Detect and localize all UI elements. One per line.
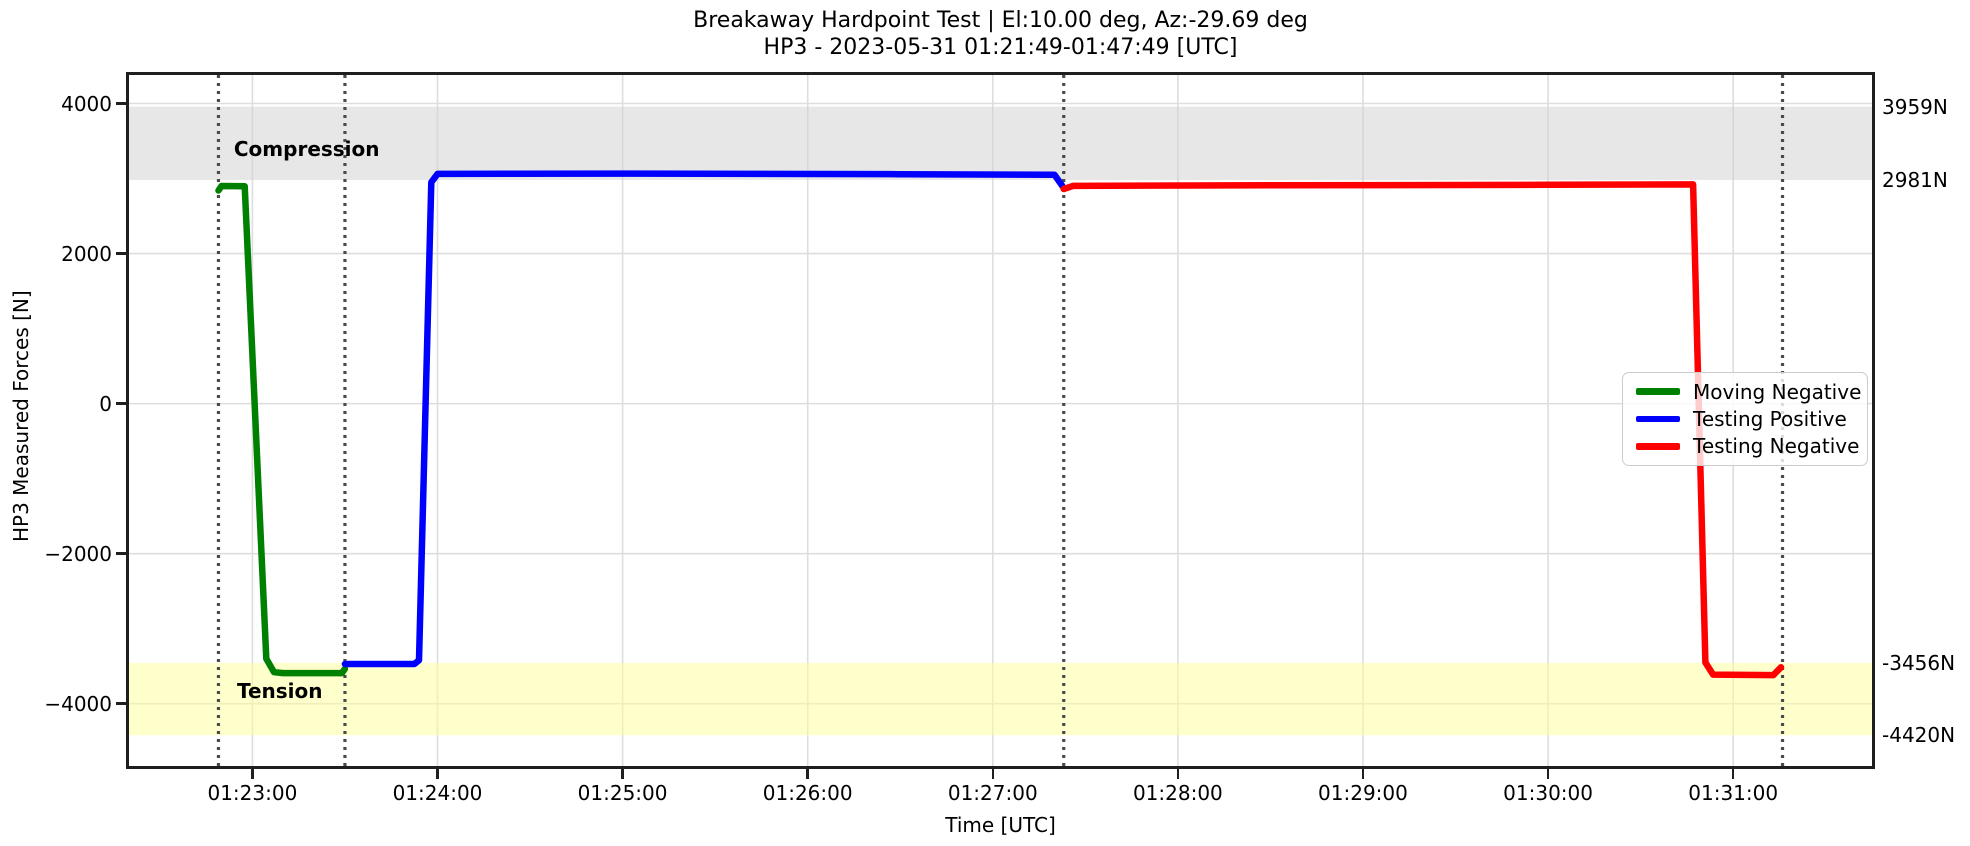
x-tick-mark: [251, 769, 254, 779]
x-tick-mark: [806, 769, 809, 779]
x-tick-label: 01:23:00: [207, 781, 298, 805]
y-tick-mark: [116, 402, 126, 405]
legend-item: Testing Negative: [1636, 433, 1867, 460]
tension-band: [129, 662, 1872, 736]
legend-swatch: [1636, 388, 1680, 395]
legend-swatch: [1636, 415, 1680, 423]
x-tick-label: 01:25:00: [577, 781, 668, 805]
compression-band: [129, 106, 1872, 180]
x-tick-mark: [1546, 769, 1550, 779]
x-tick-label: 01:30:00: [1503, 781, 1593, 805]
y-tick-label: 0: [99, 391, 112, 416]
x-tick-mark: [991, 769, 995, 779]
x-tick-label: 01:27:00: [947, 781, 1038, 805]
legend-item-label: Testing Negative: [1693, 434, 1860, 459]
y-tick-mark: [116, 702, 126, 705]
series-line-testing-positive: [341, 170, 1066, 668]
legend-item: Testing Positive: [1636, 405, 1867, 432]
x-tick-label: 01:28:00: [1132, 781, 1223, 805]
threshold-annotation: -3456N: [1882, 650, 1956, 675]
y-tick-mark: [116, 102, 126, 105]
y-tick-label: 4000: [61, 91, 112, 116]
y-tick-label: 2000: [61, 241, 112, 266]
threshold-annotation: -4420N: [1882, 723, 1956, 748]
chart-title-line2: HP3 - 2023-05-31 01:21:49-01:47:49 [UTC]: [763, 35, 1238, 60]
legend-item-label: Moving Negative: [1693, 379, 1862, 404]
plot-area: [126, 72, 1875, 769]
x-tick-mark: [436, 769, 439, 779]
threshold-annotation: 3959N: [1882, 94, 1948, 119]
chart-title-line1: Breakaway Hardpoint Test | El:10.00 deg,…: [693, 8, 1308, 33]
x-tick-mark: [621, 769, 624, 779]
region-label-compression: Compression: [233, 137, 380, 162]
legend: Moving Negative Testing Positive Testing N…: [1622, 372, 1868, 466]
y-tick-mark: [116, 552, 126, 555]
x-tick-label: 01:29:00: [1318, 781, 1408, 805]
threshold-annotation: 2981N: [1882, 167, 1948, 192]
legend-item-label: Testing Positive: [1693, 406, 1847, 431]
x-tick-mark: [1731, 769, 1735, 779]
y-axis-label: HP3 Measured Forces [N]: [9, 290, 33, 542]
y-tick-label: −2000: [44, 541, 112, 566]
region-label-tension: Tension: [236, 678, 323, 703]
plot-canvas: [129, 75, 1872, 766]
x-tick-mark: [1361, 769, 1365, 779]
legend-swatch: [1636, 443, 1680, 450]
x-axis-label: Time [UTC]: [945, 813, 1056, 837]
y-tick-label: −4000: [44, 691, 112, 716]
x-tick-label: 01:24:00: [392, 781, 483, 805]
y-tick-mark: [116, 252, 126, 255]
x-tick-label: 01:31:00: [1688, 781, 1779, 805]
x-tick-label: 01:26:00: [762, 781, 853, 805]
series-line-testing-negative: [1060, 181, 1785, 679]
legend-item: Moving Negative: [1636, 378, 1867, 405]
series-line-moving-negative: [215, 182, 349, 677]
x-tick-mark: [1176, 769, 1180, 779]
